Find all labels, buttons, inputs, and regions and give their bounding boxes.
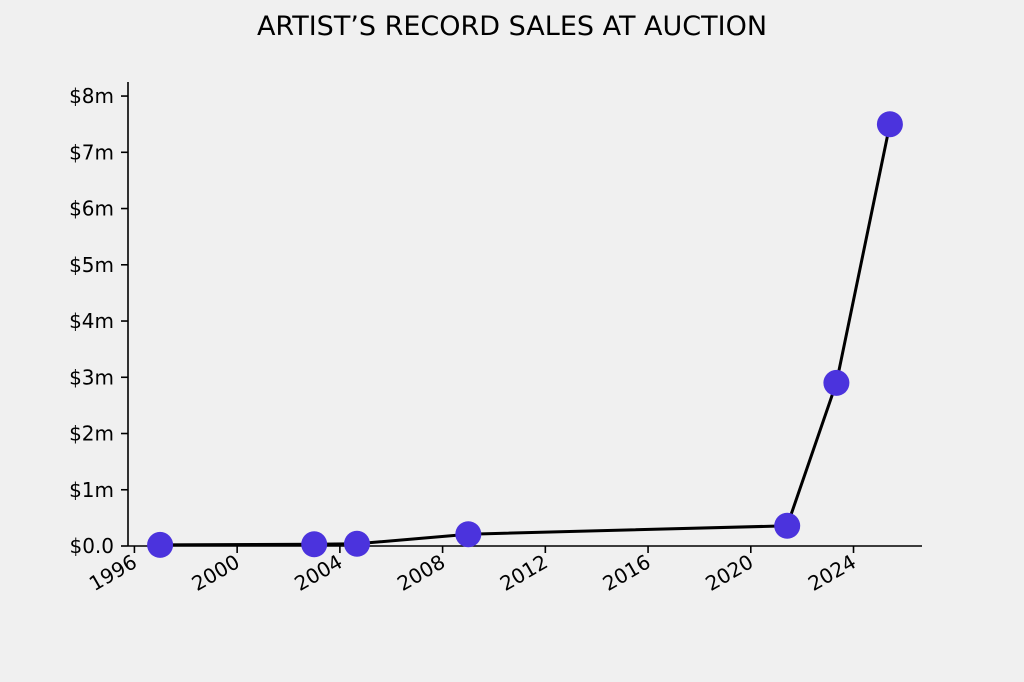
y-tick-label: $8m <box>69 84 114 108</box>
x-tick-label: 2020 <box>701 550 757 596</box>
y-tick-label: $5m <box>69 253 114 277</box>
y-tick-label: $4m <box>69 309 114 333</box>
x-tick-label: 2012 <box>496 550 552 596</box>
chart-title: ARTIST’S RECORD SALES AT AUCTION <box>257 11 767 42</box>
x-tick-label: 2024 <box>804 550 860 596</box>
y-tick-label: $7m <box>69 140 114 164</box>
data-point <box>147 531 174 558</box>
y-tick-label: $6m <box>69 197 114 221</box>
x-ticks: 1996 2000 2004 2008 2012 2016 2020 2024 <box>85 546 860 596</box>
x-tick-label: 2000 <box>188 550 244 596</box>
data-points <box>147 111 903 558</box>
y-tick-label: $2m <box>69 422 114 446</box>
series-line <box>160 123 892 547</box>
x-tick-label: 2016 <box>598 550 654 596</box>
x-tick-label: 2008 <box>393 550 449 596</box>
data-point <box>301 531 328 558</box>
y-ticks: $0.0 $1m $2m $3m $4m $5m $6m $7m $8m <box>69 84 128 558</box>
data-point <box>774 512 801 539</box>
y-tick-label: $3m <box>69 365 114 389</box>
data-point <box>455 521 482 548</box>
data-point <box>344 530 370 557</box>
data-point <box>876 111 903 138</box>
data-point <box>823 369 850 396</box>
y-tick-label: $1m <box>69 478 114 502</box>
y-tick-label: $0.0 <box>69 534 114 558</box>
